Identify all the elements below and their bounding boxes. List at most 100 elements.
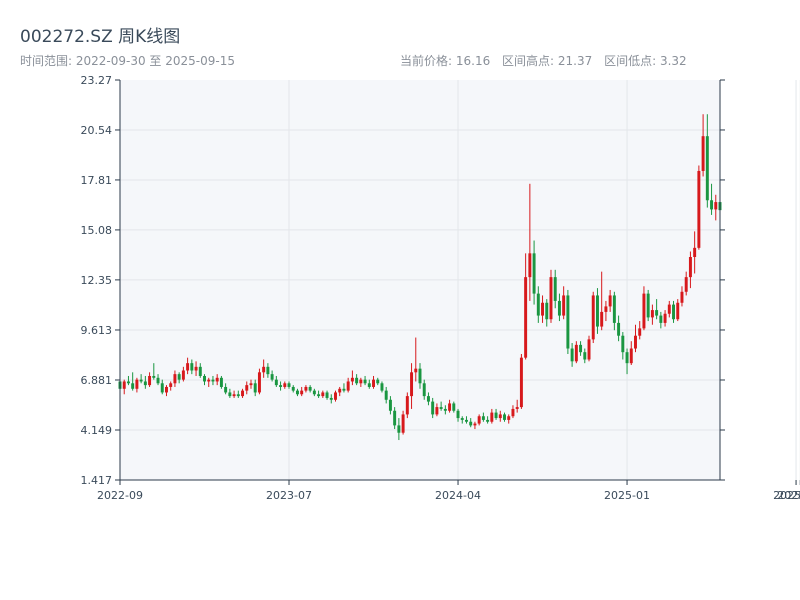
y-tick-label: 4.149	[81, 424, 113, 437]
candle-body	[646, 293, 650, 318]
candle-body	[143, 381, 147, 386]
candle-body	[587, 339, 591, 360]
candle-body	[262, 366, 266, 373]
candle-body	[659, 315, 663, 323]
candle-body	[431, 401, 435, 415]
candle-body	[672, 304, 675, 320]
current-price-label: 当前价格: 16.16	[400, 54, 491, 68]
candle-body	[342, 388, 346, 391]
y-tick-label: 20.54	[81, 124, 113, 137]
candle-body	[266, 366, 270, 375]
candle-body	[156, 377, 160, 384]
candle-body	[625, 352, 629, 364]
y-tick-label: 12.35	[81, 274, 113, 287]
candle-body	[203, 375, 206, 382]
candle-body	[549, 277, 553, 320]
candle-body	[241, 390, 245, 397]
candle-body	[663, 313, 667, 323]
candle-body	[291, 386, 295, 391]
candle-body	[350, 377, 354, 382]
candle-body	[612, 295, 616, 323]
candle-body	[232, 394, 236, 397]
candle-body	[503, 414, 506, 420]
candle-body	[397, 425, 401, 433]
candle-body	[515, 407, 519, 409]
candle-body	[308, 386, 312, 391]
candle-body	[536, 293, 540, 316]
candle-body	[465, 419, 468, 422]
candle-body	[198, 366, 202, 376]
candle-body	[519, 357, 523, 408]
candle-body	[405, 396, 409, 415]
candle-body	[317, 394, 321, 397]
candle-body	[211, 379, 215, 382]
y-tick-label: 1.417	[81, 474, 113, 487]
candle-body	[215, 377, 219, 382]
candle-body	[469, 421, 473, 426]
candle-body	[257, 372, 261, 393]
candle-body	[207, 379, 211, 382]
candle-body	[553, 277, 557, 301]
candle-body	[422, 383, 426, 397]
candle-body	[283, 383, 287, 387]
candle-body	[148, 375, 152, 386]
candle-body	[629, 348, 633, 364]
y-tick-label: 9.613	[81, 324, 113, 337]
candle-body	[186, 363, 190, 371]
candle-body	[388, 399, 392, 411]
candle-body	[701, 136, 705, 171]
y-tick-label: 23.27	[81, 74, 113, 87]
candle-body	[634, 335, 637, 349]
time-range-label: 时间范围: 2022-09-30 至 2025-09-15	[20, 54, 235, 68]
x-tick-label: 2024-04	[435, 489, 481, 502]
candle-body	[131, 383, 135, 389]
candle-body	[486, 419, 490, 422]
candle-body	[435, 407, 439, 415]
candle-body	[693, 247, 697, 258]
candle-body	[380, 383, 384, 391]
candle-body	[600, 311, 604, 327]
candle-body	[219, 377, 223, 387]
x-tick-label: 2022-09	[97, 489, 143, 502]
candle-body	[579, 344, 583, 353]
candle-body	[169, 383, 173, 387]
candle-body	[384, 390, 388, 400]
candle-body	[190, 363, 194, 371]
candle-body	[401, 414, 405, 433]
candle-body	[684, 277, 688, 292]
candle-body	[583, 352, 587, 360]
candle-body	[329, 397, 333, 400]
candle-body	[511, 408, 515, 417]
candle-body	[507, 416, 511, 420]
candle-body	[410, 372, 414, 397]
candle-body	[122, 381, 126, 389]
candle-body	[359, 379, 363, 384]
y-tick-label: 15.08	[81, 224, 113, 237]
candle-body	[414, 368, 418, 373]
candle-body	[498, 414, 502, 419]
candle-body	[439, 407, 443, 409]
candle-body	[532, 253, 536, 294]
period-low-label: 区间低点: 3.32	[604, 54, 687, 68]
candle-body	[355, 377, 359, 384]
candle-body	[524, 277, 528, 358]
candle-body	[181, 370, 185, 380]
candle-body	[638, 328, 642, 336]
candle-body	[460, 418, 464, 420]
candle-body	[621, 335, 625, 353]
chart-title: 002272.SZ 周K线图	[20, 27, 181, 47]
candle-body	[363, 379, 367, 384]
candle-body	[270, 374, 274, 380]
candle-body	[160, 383, 164, 393]
candle-body	[139, 379, 143, 382]
candle-body	[236, 394, 240, 397]
candle-body	[325, 392, 329, 398]
candle-body	[194, 366, 198, 371]
candle-body	[650, 310, 654, 318]
candle-body	[697, 170, 701, 248]
y-tick-label: 17.81	[81, 174, 113, 187]
candle-body	[295, 390, 299, 395]
candle-body	[334, 392, 337, 400]
candle-body	[705, 136, 709, 201]
candle-body	[574, 344, 578, 362]
